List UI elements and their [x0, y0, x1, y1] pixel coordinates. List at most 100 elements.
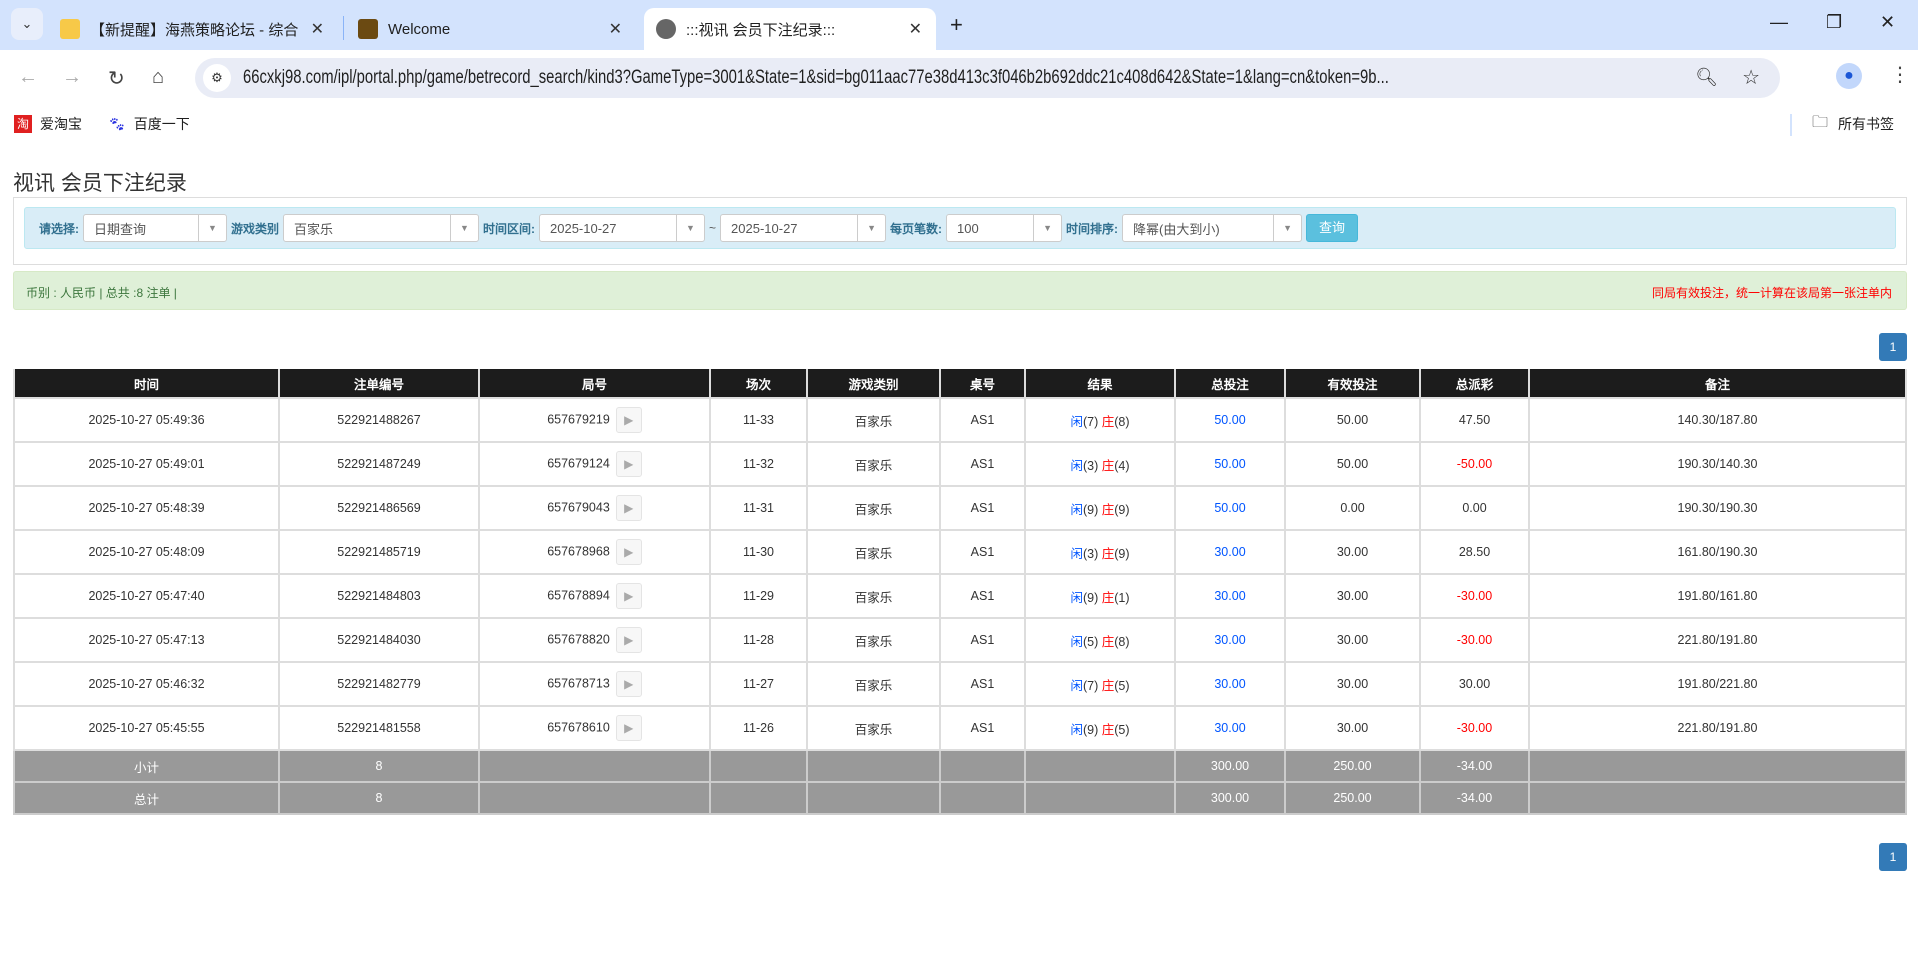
time-cell: 2025-10-27 05:46:32 [13, 661, 280, 707]
round-cell: 657679219 ▶ [478, 397, 711, 443]
shoe-cell: 11-26 [709, 705, 808, 751]
forward-icon[interactable]: → [62, 66, 82, 88]
summary-total: 300.00 [1174, 781, 1286, 815]
bulb-icon [60, 19, 80, 39]
summary-count: 8 [278, 749, 480, 783]
table-header-row: 时间 注单编号 局号 场次 游戏类别 桌号 结果 总投注 有效投注 总派彩 备注 [13, 369, 1907, 399]
query-button[interactable]: 查询 [1306, 214, 1359, 242]
date-to-select[interactable]: 2025-10-27 ▼ [720, 214, 887, 242]
game-type-cell: 百家乐 [806, 529, 941, 575]
tab-title: 【新提醒】海燕策略论坛 - 综合 [90, 21, 299, 39]
browser-toolbar: ← → ↻ ⌂ ⚙ 66cxkj98.com/ipl/portal.php/ga… [0, 50, 1918, 106]
video-replay-icon[interactable]: ▶ [615, 627, 642, 653]
banker-label: 庄 [1101, 546, 1115, 561]
payout-cell: -30.00 [1419, 573, 1530, 619]
game-type-cell: 百家乐 [806, 573, 941, 619]
tab-forum[interactable]: 【新提醒】海燕策略论坛 - 综合 ✕ [48, 8, 338, 50]
home-icon[interactable]: ⌂ [152, 66, 165, 88]
result-cell: 闲(9) 庄(1) [1024, 573, 1176, 619]
column-header: 有效投注 [1284, 369, 1421, 399]
valid-bet-cell: 30.00 [1284, 705, 1421, 751]
column-header: 总派彩 [1419, 369, 1530, 399]
table-id-cell: AS1 [939, 441, 1026, 487]
back-icon[interactable]: ← [18, 66, 38, 88]
video-replay-icon[interactable]: ▶ [615, 539, 642, 565]
per-page-select[interactable]: 100 ▼ [946, 214, 1063, 242]
note-cell: 221.80/191.80 [1528, 617, 1907, 663]
banker-label: 庄 [1101, 458, 1115, 473]
banker-label: 庄 [1101, 590, 1115, 605]
video-replay-icon[interactable]: ▶ [615, 495, 642, 521]
payout-cell: 28.50 [1419, 529, 1530, 575]
video-replay-icon[interactable]: ▶ [615, 583, 642, 609]
result-cell: 闲(9) 庄(9) [1024, 485, 1176, 531]
date-from-select[interactable]: 2025-10-27 ▼ [539, 214, 706, 242]
banker-label: 庄 [1101, 634, 1115, 649]
column-header: 桌号 [939, 369, 1026, 399]
bet-id-cell: 522921485719 [278, 529, 480, 575]
close-window-icon[interactable]: ✕ [1880, 12, 1896, 32]
url-text[interactable]: 66cxkj98.com/ipl/portal.php/game/betreco… [243, 67, 1389, 88]
total-bet-cell: 30.00 [1174, 617, 1286, 663]
all-bookmarks[interactable]: 🗀 所有书签 [1812, 110, 1894, 138]
player-points: (9) [1082, 502, 1099, 517]
zoom-icon[interactable]: 🔍︎ [1695, 67, 1718, 87]
close-tab-icon[interactable]: ✕ [608, 21, 622, 38]
bet-record-table: 时间 注单编号 局号 场次 游戏类别 桌号 结果 总投注 有效投注 总派彩 备注 2025-10-2… [13, 369, 1907, 815]
round-cell: 657678968 ▶ [478, 529, 711, 575]
tab-welcome[interactable]: Welcome ✕ [346, 8, 636, 50]
empty-cell [806, 781, 941, 815]
total-bet-cell: 50.00 [1174, 485, 1286, 531]
bookmark-taobao[interactable]: 淘 爱淘宝 [14, 110, 82, 138]
table-id-cell: AS1 [939, 573, 1026, 619]
tab-title: Welcome [388, 20, 451, 38]
profile-avatar-icon[interactable]: ● [1836, 63, 1862, 89]
bookmark-label: 爱淘宝 [40, 116, 82, 132]
column-header: 时间 [13, 369, 280, 399]
close-tab-icon[interactable]: ✕ [908, 21, 922, 38]
restore-icon[interactable]: ❐ [1826, 12, 1843, 32]
reload-icon[interactable]: ↻ [108, 68, 125, 90]
table-id-cell: AS1 [939, 705, 1026, 751]
table-id-cell: AS1 [939, 529, 1026, 575]
query-type-select[interactable]: 日期查询 ▼ [83, 214, 227, 242]
sort-select[interactable]: 降幂(由大到小) ▼ [1122, 214, 1303, 242]
round-number: 657678894 [547, 588, 610, 603]
video-replay-icon[interactable]: ▶ [615, 715, 642, 741]
tab-search-button[interactable]: ⌄ [11, 8, 43, 40]
chevron-down-icon: ▼ [450, 215, 478, 241]
bookmark-star-icon[interactable]: ☆ [1742, 67, 1760, 89]
new-tab-icon[interactable]: + [950, 12, 963, 37]
video-replay-icon[interactable]: ▶ [615, 451, 642, 477]
selected-value: 降幂(由大到小) [1133, 221, 1220, 237]
total-bet-cell: 30.00 [1174, 661, 1286, 707]
bet-id-cell: 522921482779 [278, 661, 480, 707]
close-tab-icon[interactable]: ✕ [310, 21, 324, 38]
bet-id-cell: 522921484803 [278, 573, 480, 619]
summary-valid: 250.00 [1284, 781, 1421, 815]
chevron-down-icon: ▼ [198, 215, 226, 241]
bookmark-baidu[interactable]: 🐾︎ 百度一下 [108, 110, 190, 138]
summary-text: 币别 : 人民币 | 总共 :8 注单 | [26, 286, 177, 300]
result-cell: 闲(5) 庄(8) [1024, 617, 1176, 663]
bookmark-label: 百度一下 [133, 116, 190, 132]
tab-bet-record[interactable]: :::视讯 会员下注纪录::: ✕ [644, 8, 936, 50]
game-type-select[interactable]: 百家乐 ▼ [283, 214, 480, 242]
payout-cell: 0.00 [1419, 485, 1530, 531]
range-label: 时间区间: [483, 221, 536, 236]
player-points: (7) [1082, 414, 1099, 429]
note-cell: 161.80/190.30 [1528, 529, 1907, 575]
video-replay-icon[interactable]: ▶ [615, 671, 642, 697]
video-replay-icon[interactable]: ▶ [615, 407, 642, 433]
address-bar[interactable]: ⚙ 66cxkj98.com/ipl/portal.php/game/betre… [195, 58, 1780, 98]
bet-id-cell: 522921487249 [278, 441, 480, 487]
site-info-icon[interactable]: ⚙ [203, 64, 231, 92]
table-row: 2025-10-27 05:47:40 522921484803 657678894… [13, 573, 1907, 619]
empty-cell [939, 781, 1026, 815]
menu-icon[interactable]: ⋮ [1890, 64, 1910, 86]
select-label: 请选择: [39, 221, 79, 236]
pagination-page-1-bottom[interactable]: 1 [1879, 843, 1907, 871]
pagination-page-1[interactable]: 1 [1879, 333, 1907, 361]
minimize-icon[interactable]: — [1770, 12, 1788, 32]
table-row: 2025-10-27 05:47:13 522921484030 657678820… [13, 617, 1907, 663]
